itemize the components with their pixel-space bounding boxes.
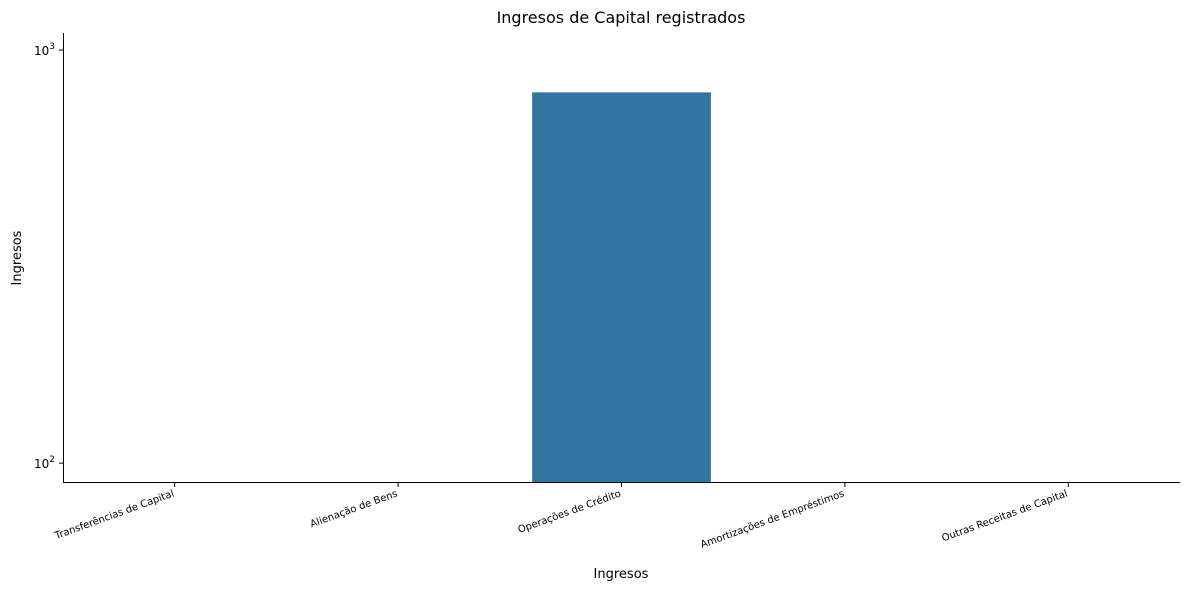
y-axis-label: Ingresos bbox=[10, 230, 25, 285]
x-axis-label: Ingresos bbox=[594, 567, 649, 582]
x-tick-label: Amortizações de Empréstimos bbox=[699, 488, 846, 551]
y-tick-label: 103 bbox=[34, 42, 55, 58]
chart-title: Ingresos de Capital registrados bbox=[497, 8, 746, 27]
x-tick-label: Alienação de Bens bbox=[309, 488, 399, 530]
x-tick-label: Transferências de Capital bbox=[52, 488, 175, 543]
y-ticks-group: 102 103 bbox=[34, 42, 63, 471]
y-tick-label: 102 bbox=[34, 455, 55, 471]
bar bbox=[532, 92, 711, 482]
x-ticks-group: Transferências de Capital Alienação de Be… bbox=[52, 483, 1069, 551]
x-tick-label: Outras Receitas de Capital bbox=[941, 488, 1070, 544]
bars-group bbox=[532, 92, 711, 482]
x-tick-label: Operações de Crédito bbox=[516, 488, 622, 536]
